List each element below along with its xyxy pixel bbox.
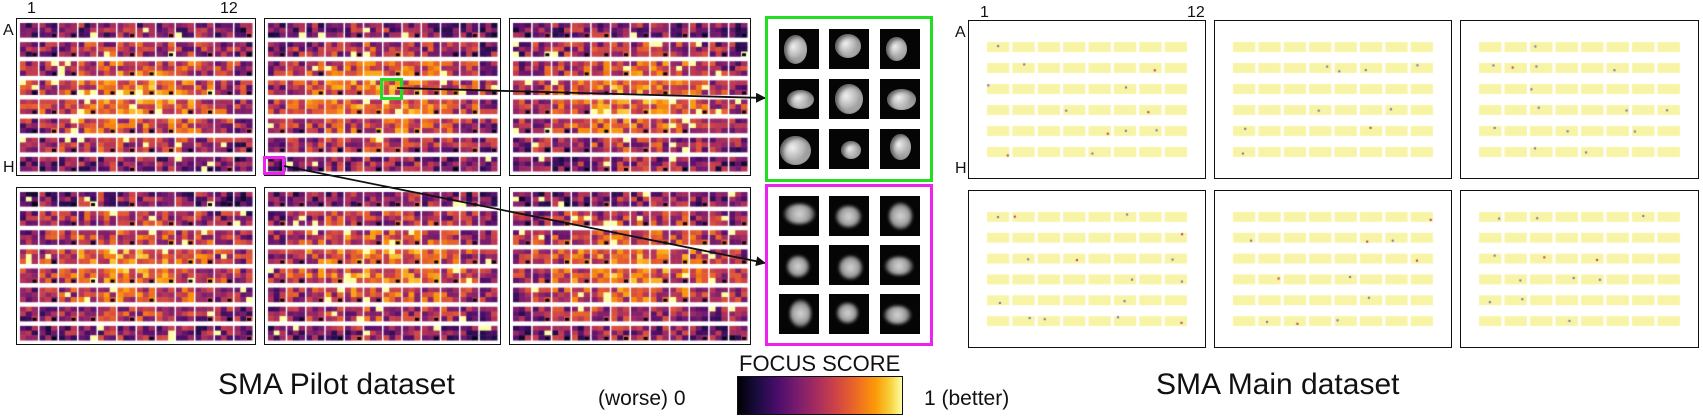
main-plate-5 [1214, 190, 1452, 348]
pilot-plate-heatmap [17, 19, 255, 175]
main-plate-heatmap [1215, 21, 1451, 178]
bad-focus-examples-panel [765, 184, 933, 346]
pilot-col-label-first: 1 [27, 0, 36, 17]
pilot-plate-heatmap [17, 188, 255, 344]
nucleus-thumbnail [778, 245, 819, 285]
main-dataset-title: SMA Main dataset [1156, 368, 1400, 401]
main-plate-2 [1214, 20, 1452, 179]
main-row-label-last: H [955, 160, 967, 177]
nucleus-thumbnail [829, 79, 869, 119]
bad-well-highlight [263, 156, 285, 175]
nucleus-thumbnail [778, 129, 819, 169]
main-plate-1 [968, 20, 1206, 179]
pilot-plate-heatmap [265, 188, 500, 344]
nucleus-thumbnail [879, 245, 920, 285]
good-focus-examples-panel [765, 16, 933, 182]
nucleus-thumbnail [778, 79, 819, 119]
pilot-dataset-title: SMA Pilot dataset [218, 368, 455, 401]
main-col-label-last: 12 [1187, 4, 1205, 21]
pilot-plate-2 [264, 18, 501, 176]
arrow-to-bad-panel [283, 165, 766, 267]
nucleus-thumbnail [778, 29, 819, 69]
colorbar-max-label: 1 (better) [924, 387, 1010, 410]
nucleus-thumbnail [829, 129, 869, 169]
main-row-label-first: A [955, 24, 966, 41]
pilot-row-label-last: H [3, 159, 15, 176]
main-plate-4 [968, 190, 1206, 348]
nucleus-thumbnail [879, 29, 920, 69]
nucleus-thumbnail [829, 294, 869, 334]
main-col-label-first: 1 [980, 4, 989, 21]
pilot-col-label-last: 12 [220, 0, 238, 17]
nucleus-thumbnail [879, 79, 920, 119]
pilot-row-label-first: A [3, 22, 14, 39]
nucleus-thumbnail [829, 196, 869, 236]
pilot-plate-heatmap [510, 188, 750, 344]
main-plate-3 [1460, 20, 1699, 179]
colorbar-title: FOCUS SCORE [739, 351, 901, 376]
main-plate-heatmap [969, 21, 1205, 178]
nucleus-thumbnail [778, 294, 819, 334]
colorbar-min-label: (worse) 0 [598, 387, 686, 410]
arrow-to-good-panel [396, 87, 766, 103]
main-plate-heatmap [1461, 21, 1698, 178]
nucleus-thumbnail [879, 294, 920, 334]
main-plate-heatmap [1215, 191, 1451, 347]
pilot-plate-5 [264, 187, 501, 345]
nucleus-thumbnail [778, 196, 819, 236]
main-plate-heatmap [969, 191, 1205, 347]
main-plate-6 [1460, 190, 1699, 348]
nucleus-thumbnail [879, 129, 920, 169]
colorbar-gradient [737, 376, 903, 415]
nucleus-thumbnail [879, 196, 920, 236]
main-plate-heatmap [1461, 191, 1698, 347]
pilot-plate-6 [509, 187, 751, 345]
pilot-plate-1 [16, 18, 256, 176]
nucleus-thumbnail [829, 245, 869, 285]
nucleus-thumbnail [829, 29, 869, 69]
pilot-plate-4 [16, 187, 256, 345]
